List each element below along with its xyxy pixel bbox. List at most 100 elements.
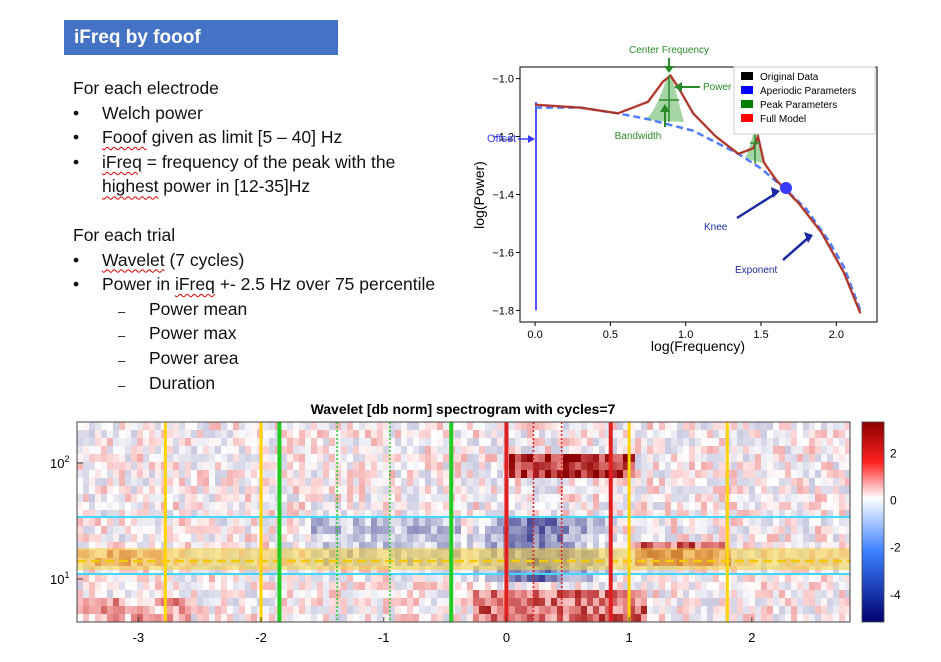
heatmap-cell: [635, 438, 642, 447]
heatmap-cell: [131, 502, 138, 511]
heatmap-cell: [377, 462, 384, 471]
heatmap-cell: [293, 510, 300, 519]
heatmap-cell: [815, 462, 822, 471]
heatmap-cell: [551, 582, 558, 591]
heatmap-cell: [101, 534, 108, 543]
heatmap-cell: [809, 478, 816, 487]
full-model-curve: [535, 73, 862, 314]
heatmap-cell: [335, 534, 342, 543]
heatmap-cell: [545, 598, 552, 607]
heatmap-cell: [485, 478, 492, 487]
heatmap-cell: [635, 422, 642, 431]
heatmap-cell: [767, 534, 774, 543]
heatmap-cell: [731, 438, 738, 447]
heatmap-cell: [389, 494, 396, 503]
heatmap-cell: [821, 582, 828, 591]
heatmap-cell: [779, 606, 786, 615]
heatmap-cell: [743, 502, 750, 511]
heatmap-cell: [611, 502, 618, 511]
heatmap-cell: [611, 606, 618, 615]
heatmap-cell: [599, 486, 606, 495]
heatmap-cell: [461, 518, 468, 527]
heatmap-cell: [545, 486, 552, 495]
heatmap-cell: [713, 510, 720, 519]
heatmap-cell: [701, 494, 708, 503]
heatmap-cell: [431, 534, 438, 543]
heatmap-cell: [173, 518, 180, 527]
heatmap-cell: [809, 470, 816, 479]
exponent-label: Exponent: [735, 265, 777, 276]
heatmap-cell: [761, 614, 768, 622]
heatmap-cell: [89, 494, 96, 503]
heatmap-cell: [383, 454, 390, 463]
heatmap-cell: [845, 462, 850, 471]
heatmap-cell: [737, 542, 744, 551]
heatmap-cell: [533, 526, 540, 535]
heatmap-cell: [839, 598, 846, 607]
heatmap-cell: [809, 526, 816, 535]
heatmap-cell: [323, 510, 330, 519]
heatmap-cell: [677, 478, 684, 487]
heatmap-cell: [329, 486, 336, 495]
heatmap-cell: [233, 574, 240, 583]
heatmap-cell: [215, 422, 222, 431]
heatmap-cell: [455, 614, 462, 622]
heatmap-cell: [707, 486, 714, 495]
heatmap-cell: [305, 582, 312, 591]
heatmap-cell: [581, 574, 588, 583]
heatmap-cell: [191, 430, 198, 439]
heatmap-cell: [107, 542, 114, 551]
heatmap-cell: [173, 598, 180, 607]
heatmap-cell: [623, 534, 630, 543]
heatmap-cell: [689, 510, 696, 519]
heatmap-cell: [575, 470, 582, 479]
heatmap-cell: [197, 462, 204, 471]
heatmap-cell: [701, 438, 708, 447]
heatmap-cell: [659, 518, 666, 527]
heatmap-cell: [683, 478, 690, 487]
heatmap-cell: [509, 590, 516, 599]
heatmap-cell: [695, 446, 702, 455]
heatmap-cell: [845, 454, 850, 463]
heatmap-cell: [335, 526, 342, 535]
heatmap-cell: [815, 486, 822, 495]
heatmap-cell: [401, 446, 408, 455]
heatmap-cell: [287, 598, 294, 607]
heatmap-cell: [743, 582, 750, 591]
heatmap-cell: [173, 494, 180, 503]
heatmap-cell: [845, 502, 850, 511]
heatmap-cell: [779, 494, 786, 503]
heatmap-cell: [803, 470, 810, 479]
heatmap-cell: [125, 462, 132, 471]
y-tick-label: −1.0: [492, 74, 514, 86]
heatmap-cell: [521, 582, 528, 591]
heatmap-cell: [263, 582, 270, 591]
heatmap-cell: [767, 486, 774, 495]
heatmap-cell: [431, 510, 438, 519]
heatmap-cell: [467, 614, 474, 622]
heatmap-cell: [401, 462, 408, 471]
heatmap-cell: [425, 454, 432, 463]
heatmap-cell: [83, 534, 90, 543]
heatmap-cell: [149, 518, 156, 527]
heatmap-cell: [809, 590, 816, 599]
heatmap-cell: [743, 526, 750, 535]
heatmap-cell: [425, 486, 432, 495]
heatmap-cell: [377, 454, 384, 463]
heatmap-cell: [467, 566, 474, 575]
heatmap-cell: [773, 462, 780, 471]
heatmap-cell: [437, 470, 444, 479]
heatmap-cell: [485, 510, 492, 519]
heatmap-cell: [203, 614, 210, 622]
heatmap-cell: [353, 582, 360, 591]
heatmap-cell: [473, 502, 480, 511]
heatmap-cell: [743, 454, 750, 463]
heatmap-cell: [245, 534, 252, 543]
heatmap-cell: [83, 486, 90, 495]
heatmap-cell: [647, 582, 654, 591]
x-tick-label: 0.5: [603, 329, 618, 341]
heatmap-cell: [593, 462, 600, 471]
heatmap-cell: [245, 470, 252, 479]
heatmap-cell: [581, 566, 588, 575]
heatmap-cell: [743, 470, 750, 479]
